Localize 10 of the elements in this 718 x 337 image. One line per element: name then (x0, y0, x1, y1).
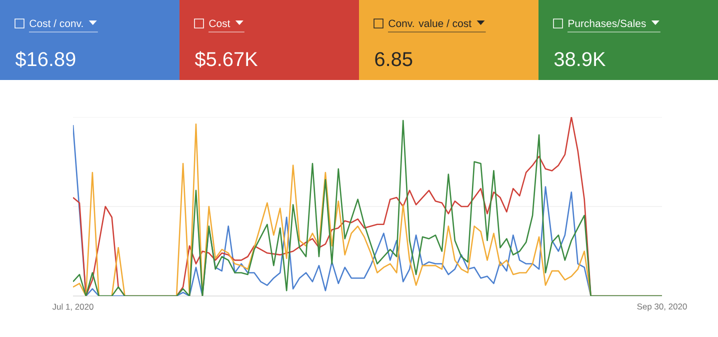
x-tick-label: Jul 1, 2020 (52, 304, 94, 311)
text: 6.85 (375, 52, 412, 66)
text: 38.9K (554, 52, 606, 66)
legend-label: Cost (209, 20, 230, 28)
text: $5.67K (194, 51, 258, 68)
legend-label: Conv. value / cost (388, 19, 472, 28)
legend-label: Cost / conv. (30, 19, 83, 28)
text: $16.89 (15, 51, 76, 68)
legend-label: Purchases/Sales (568, 19, 646, 28)
x-tick-label: Sep 30, 2020 (637, 304, 687, 312)
